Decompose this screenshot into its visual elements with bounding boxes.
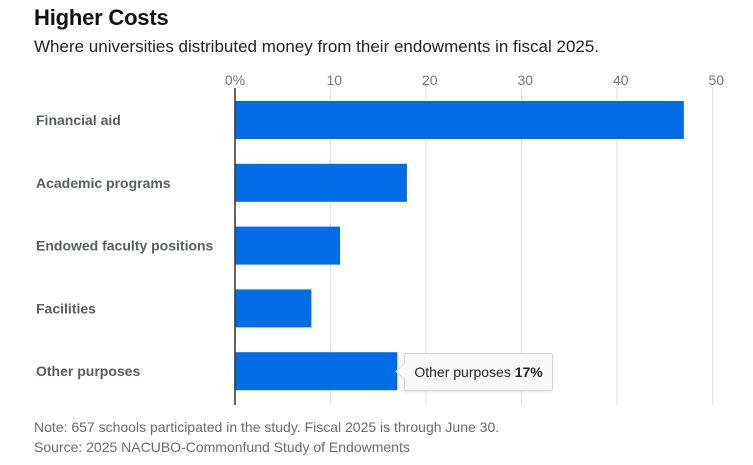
bar[interactable] [235, 352, 398, 391]
category-label: Facilities [36, 300, 96, 316]
chart-note: Note: 657 schools participated in the st… [34, 419, 500, 435]
x-tick-label: 0% [225, 72, 245, 88]
x-tick-label: 40 [613, 72, 629, 88]
tooltip: Other purposes 17% [395, 353, 553, 392]
x-tick-label: 10 [327, 72, 343, 88]
chart-source: Source: 2025 NACUBO-Commonfund Study of … [34, 439, 410, 455]
x-tick-label: 30 [518, 72, 534, 88]
chart-title: Higher Costs [34, 5, 169, 30]
bar[interactable] [235, 289, 312, 328]
x-tick-label: 20 [422, 72, 438, 88]
category-label: Academic programs [36, 175, 171, 191]
chart-subtitle: Where universities distributed money fro… [34, 37, 600, 56]
tooltip-value: 17% [514, 364, 543, 381]
bar[interactable] [235, 163, 407, 202]
bar[interactable] [235, 101, 684, 139]
x-tick-label: 50 [709, 72, 725, 88]
category-label: Endowed faculty positions [36, 238, 214, 254]
category-label: Other purposes [36, 363, 140, 379]
tooltip-category: Other purposes [414, 364, 511, 381]
bar[interactable] [235, 226, 341, 265]
category-label: Financial aid [36, 112, 121, 128]
